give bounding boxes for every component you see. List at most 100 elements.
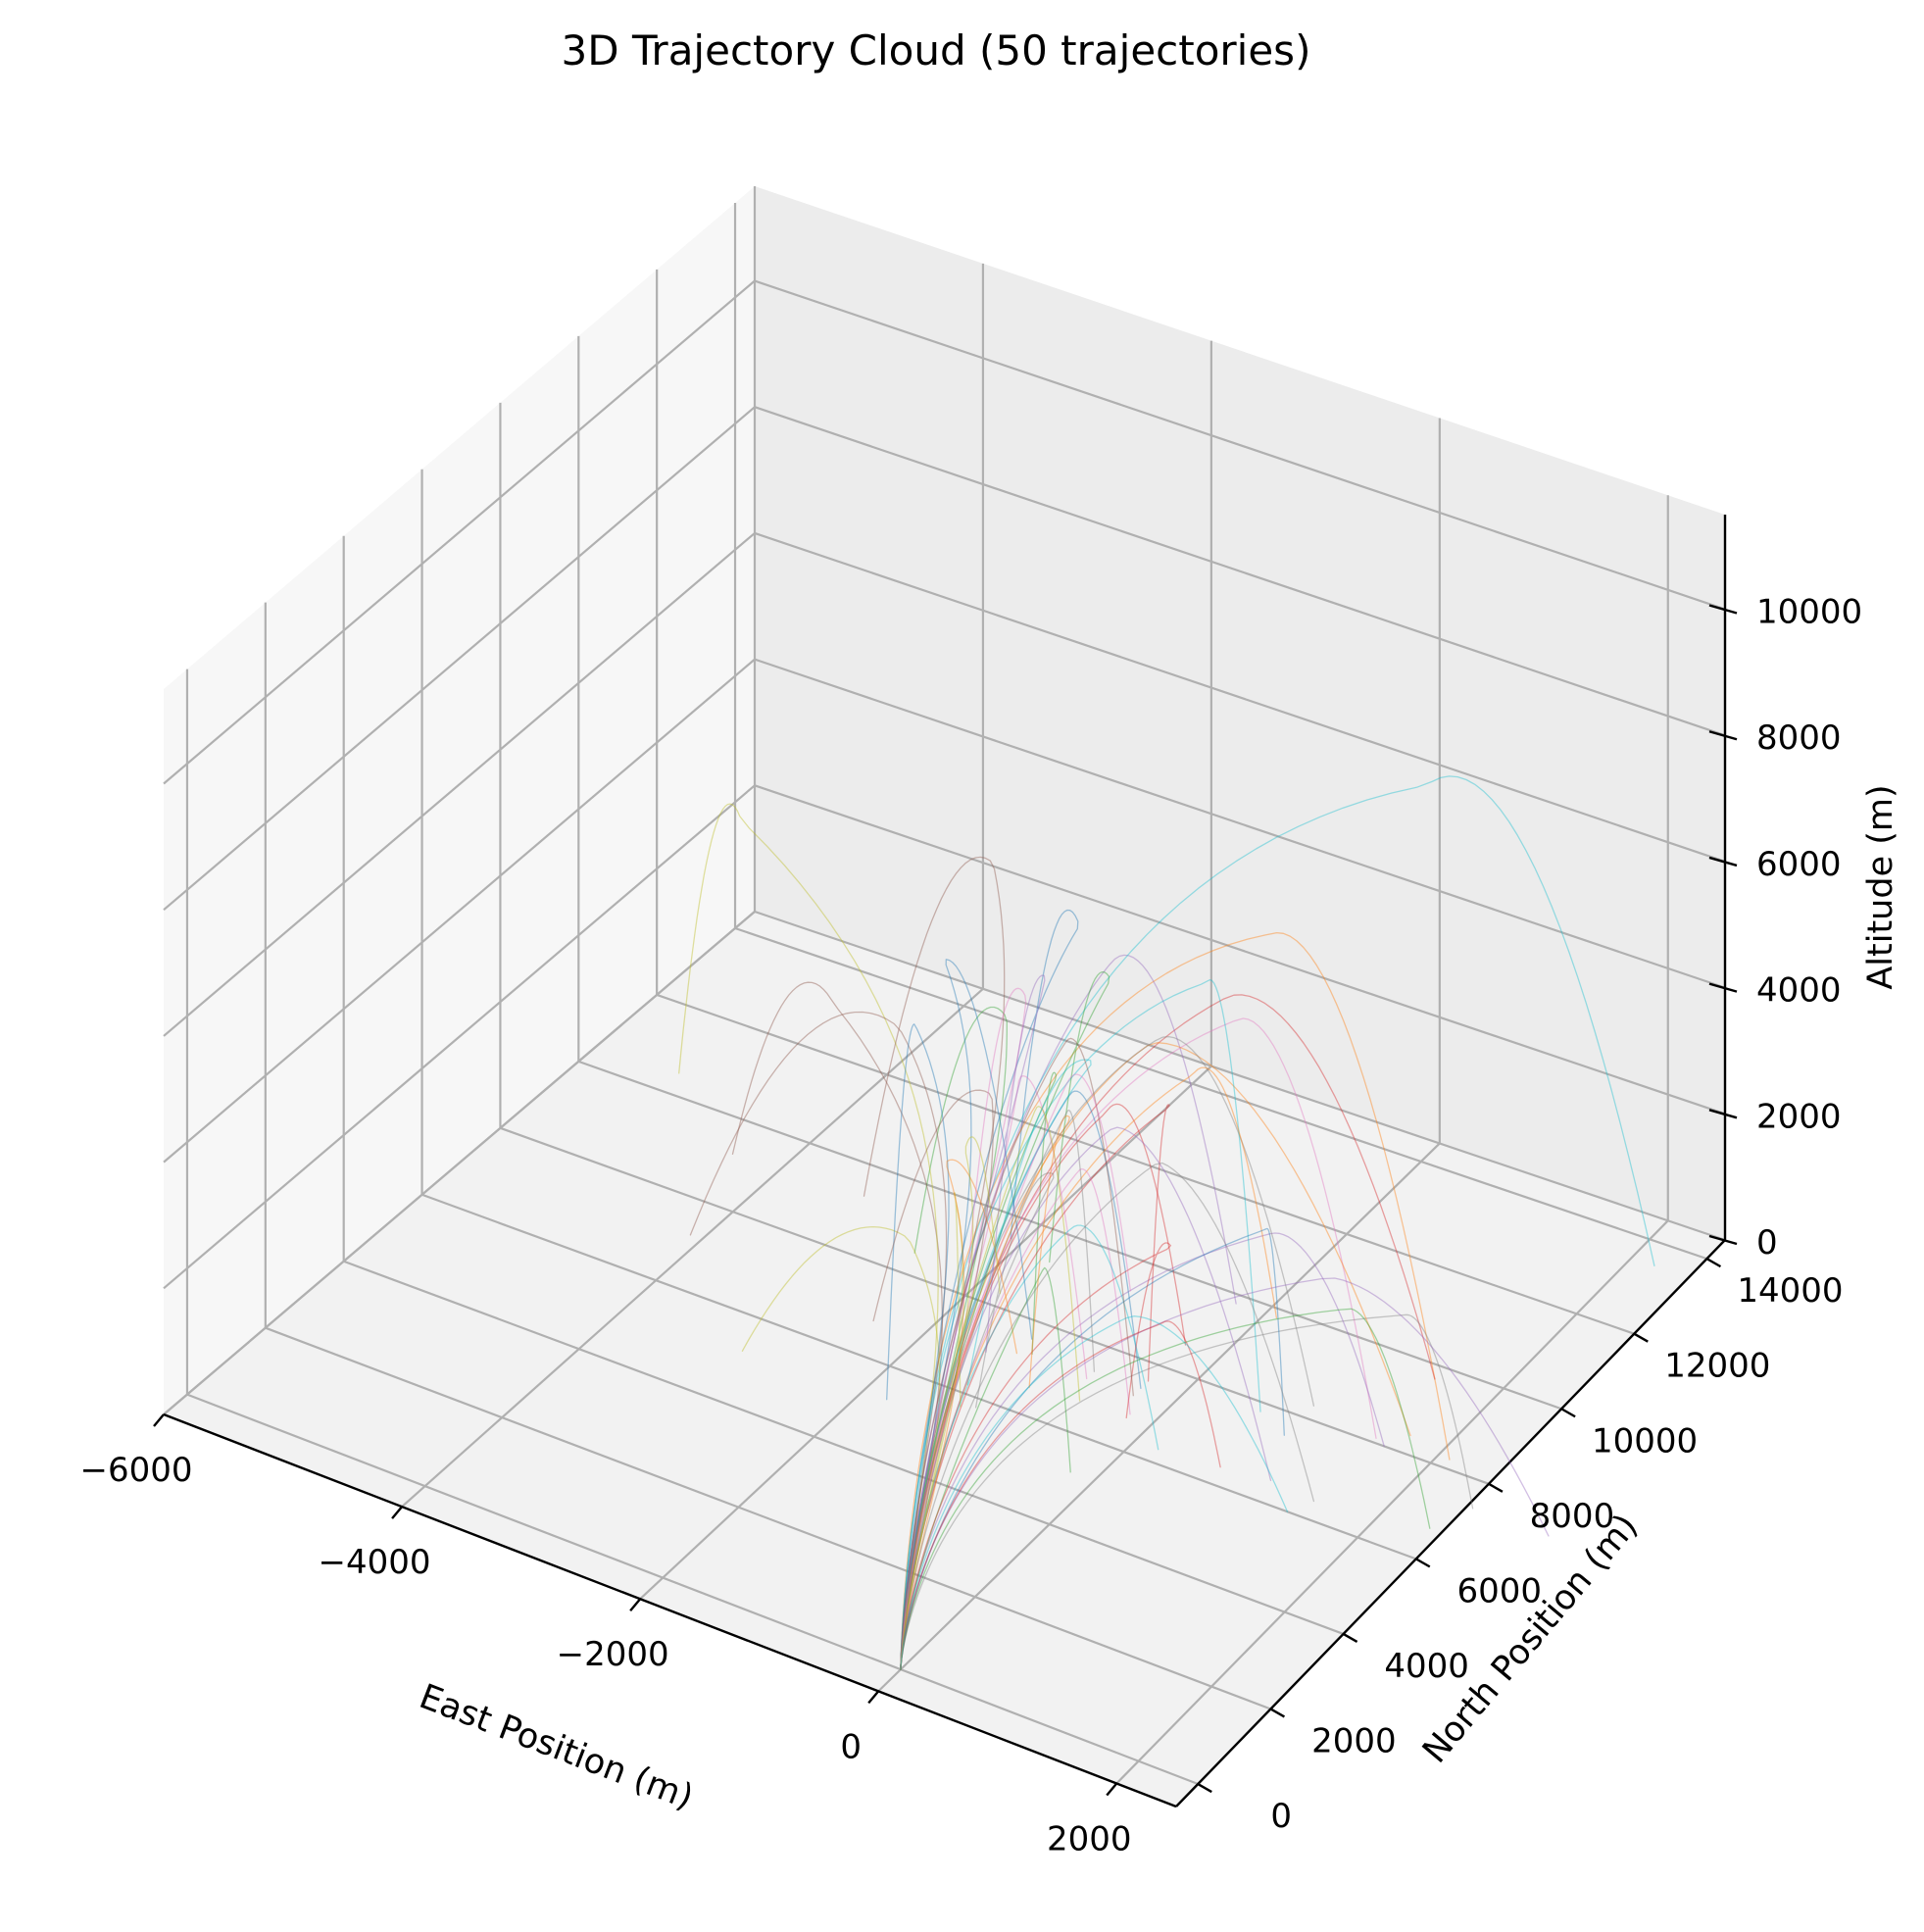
z-tick-label: 10000	[1756, 593, 1862, 632]
grid-line-y-floor	[734, 926, 1707, 1261]
z-tick-label: 6000	[1756, 845, 1842, 884]
trajectory-line-14	[900, 1103, 1187, 1670]
trajectory-line-47	[900, 1073, 1132, 1670]
trajectory-line-31	[900, 1227, 1285, 1670]
grid-line-z-wall	[163, 279, 756, 785]
z-tick-mark	[1708, 982, 1738, 993]
trajectory-line-16	[689, 1011, 948, 1670]
trajectory-line-37	[900, 987, 1027, 1670]
y-tick-mark	[1705, 1258, 1722, 1268]
trajectory-lines	[678, 775, 1655, 1670]
z-tick-mark	[1708, 604, 1738, 615]
trajectory-line-11	[900, 1090, 1142, 1670]
trajectory-line-43	[900, 1308, 1431, 1670]
trajectory-line-36	[872, 1089, 994, 1670]
trajectory-line-24	[900, 1104, 1170, 1670]
x-tick-label: −4000	[319, 1543, 431, 1582]
z-tick-label: 0	[1756, 1223, 1778, 1263]
y-tick-label: 8000	[1530, 1497, 1615, 1536]
grid-line-z-wall	[163, 658, 756, 1164]
trajectory-line-23	[900, 970, 1110, 1670]
grid-line-z-back	[754, 784, 1726, 1115]
grid-line-z-wall	[163, 406, 756, 912]
y-tick-mark	[1488, 1482, 1504, 1493]
x-tick-mark	[1106, 1782, 1118, 1797]
trajectory-line-13	[900, 1071, 1058, 1670]
trajectory-line-38	[900, 1109, 1096, 1670]
trajectory-line-20	[900, 978, 1261, 1670]
y-tick-label: 0	[1270, 1797, 1292, 1836]
z-tick-mark	[1708, 856, 1738, 867]
trajectory-line-26	[863, 856, 1006, 1670]
y-tick-label: 2000	[1311, 1721, 1397, 1760]
left-wall-pane	[164, 186, 755, 1414]
chart-title: 3D Trajectory Cloud (50 trajectories)	[562, 26, 1311, 74]
trajectory-line-25	[900, 1126, 1272, 1670]
y-axis-label: North Position (m)	[1415, 1507, 1646, 1770]
trajectory-line-17	[900, 1074, 1088, 1670]
trajectory-line-28	[900, 1172, 1055, 1670]
grid-line-z-back	[754, 406, 1726, 737]
grid-line-y-floor	[577, 1060, 1562, 1411]
axis-panes	[164, 186, 1725, 1807]
z-tick-label: 2000	[1756, 1097, 1842, 1136]
x-tick-label: −2000	[557, 1635, 669, 1674]
trajectory-line-12	[900, 1042, 1411, 1670]
y-axis-line	[1175, 1239, 1726, 1808]
grid-line-z-back	[754, 531, 1726, 863]
trajectory-line-15	[900, 1232, 1385, 1670]
grid-line-z-back	[754, 658, 1726, 989]
trajectory-line-50	[900, 1315, 1289, 1670]
trajectory-line-8	[900, 1313, 1474, 1670]
y-tick-mark	[1269, 1708, 1286, 1718]
grid-line-y-floor	[265, 1326, 1271, 1710]
trajectory-line-2	[900, 931, 1451, 1670]
z-tick-label: 8000	[1756, 718, 1842, 758]
y-tick-mark	[1197, 1782, 1212, 1794]
y-tick-mark	[1415, 1558, 1431, 1568]
trajectory-line-6	[731, 981, 943, 1670]
y-tick-mark	[1343, 1632, 1358, 1643]
grid-line-y-floor	[343, 1260, 1344, 1635]
trajectory-line-39	[900, 1106, 1081, 1670]
y-tick-label: 12000	[1664, 1347, 1770, 1386]
trajectory-line-33	[900, 1266, 1071, 1670]
y-tick-mark	[1633, 1332, 1649, 1343]
trajectory-line-45	[900, 974, 1046, 1670]
grid-lines	[163, 186, 1726, 1786]
back-wall-pane	[755, 186, 1725, 1240]
grid-line-y-floor	[421, 1193, 1417, 1560]
trajectory-line-10	[900, 775, 1655, 1670]
x-axis-line	[163, 1412, 1177, 1808]
x-axis-label: East Position (m)	[414, 1677, 698, 1817]
grid-line-y-floor	[500, 1126, 1490, 1485]
tick-labels: −6000 −4000 −2000 0 2000 0 2000 4000 6000 8000 100…	[79, 593, 1862, 1859]
axis-lines	[163, 515, 1727, 1808]
x-tick-mark	[391, 1506, 403, 1519]
x-tick-label: 0	[840, 1727, 862, 1766]
trajectory-line-27	[900, 1167, 1131, 1670]
trajectory-line-34	[900, 1242, 1172, 1670]
trajectory-line-29	[900, 1192, 963, 1670]
grid-line-z-wall	[163, 911, 756, 1415]
trajectory-line-21	[886, 1023, 950, 1670]
z-tick-mark	[1708, 1234, 1738, 1246]
y-tick-label: 4000	[1384, 1647, 1469, 1686]
trajectory-line-32	[900, 1159, 1018, 1670]
trajectory-line-19	[741, 1225, 941, 1670]
trajectory-line-5	[900, 954, 1237, 1670]
z-axis-label: Altitude (m)	[1861, 784, 1900, 989]
trajectory-line-48	[900, 1162, 1315, 1670]
y-tick-label: 10000	[1592, 1421, 1698, 1461]
x-tick-label: 2000	[1047, 1819, 1132, 1858]
grid-line-z-back	[754, 279, 1726, 611]
trajectory-line-41	[900, 959, 1033, 1670]
z-tick-mark	[1708, 730, 1738, 741]
grid-line-y-floor	[186, 1393, 1199, 1786]
trajectory-line-49	[900, 1136, 1001, 1670]
grid-line-z-back	[754, 910, 1726, 1242]
trajectory-line-3	[900, 1006, 1008, 1670]
y-tick-label: 14000	[1737, 1271, 1843, 1311]
trajectory-line-18	[900, 1035, 1315, 1670]
